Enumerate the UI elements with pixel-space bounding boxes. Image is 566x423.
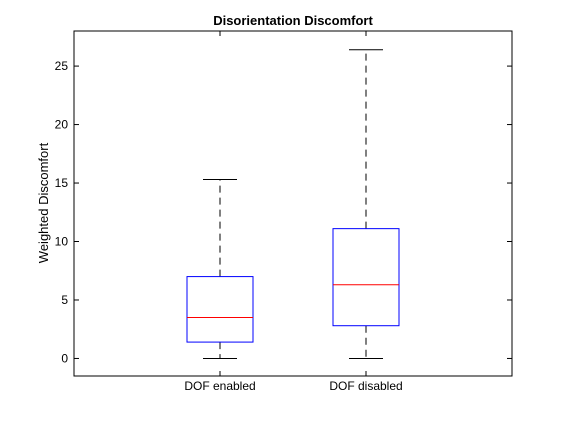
- y-tick-label: 10: [55, 235, 69, 249]
- x-tick-label: DOF disabled: [329, 379, 402, 393]
- plot-area: [73, 30, 513, 377]
- y-tick-label: 5: [61, 293, 68, 307]
- x-tick-label: DOF enabled: [184, 379, 255, 393]
- box-1: [186, 179, 254, 359]
- box-2: [332, 49, 400, 359]
- iqr-box: [186, 276, 254, 343]
- chart-title: Disorientation Discomfort: [213, 13, 373, 28]
- iqr-box: [332, 228, 400, 327]
- y-axis-label: Weighted Discomfort: [36, 142, 51, 263]
- y-tick-label: 25: [55, 59, 69, 73]
- y-tick-label: 15: [55, 176, 69, 190]
- y-tick-label: 20: [55, 118, 69, 132]
- y-tick-label: 0: [61, 351, 68, 365]
